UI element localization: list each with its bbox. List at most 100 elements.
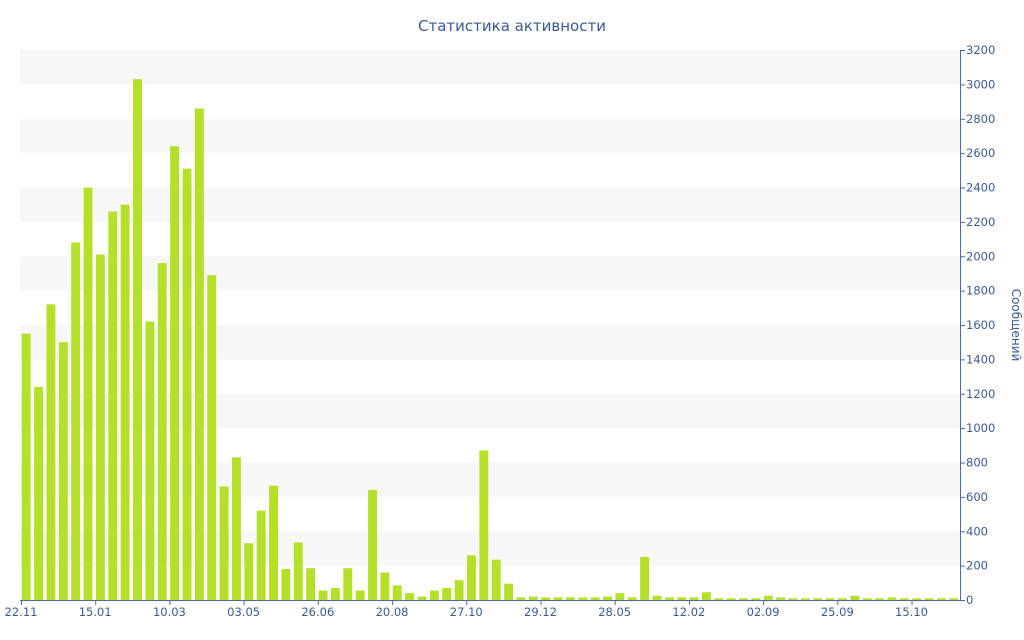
bar: [504, 583, 514, 600]
bar: [603, 596, 612, 600]
bar: [689, 597, 699, 600]
bar: [664, 597, 674, 600]
bar: [887, 597, 897, 600]
bar: [763, 595, 773, 600]
grid-band: [20, 118, 960, 154]
x-tick-label: 20.08: [376, 605, 409, 619]
bar: [170, 146, 180, 600]
bar: [751, 598, 761, 600]
bar: [590, 597, 600, 600]
bar: [46, 304, 56, 601]
bar: [838, 598, 847, 600]
bar: [330, 587, 340, 600]
y-tick-label: 1000: [966, 421, 995, 435]
bar: [95, 254, 105, 600]
y-tick-label: 200: [966, 559, 988, 573]
grid-band: [20, 50, 960, 85]
x-tick-label: 10.03: [153, 605, 186, 619]
bar: [133, 79, 142, 601]
bars-group: [21, 79, 959, 601]
bar: [677, 597, 687, 600]
bar: [850, 595, 860, 600]
y-tick-label: 2800: [966, 112, 995, 126]
bar: [813, 598, 823, 600]
bar: [578, 597, 588, 600]
bar: [318, 590, 328, 600]
bar: [912, 598, 922, 600]
bar: [343, 568, 353, 600]
bar: [120, 204, 130, 600]
y-tick-label: 1200: [966, 387, 995, 401]
bar: [306, 568, 316, 600]
bar: [58, 342, 68, 600]
bar: [899, 598, 909, 600]
y-tick-label: 2400: [966, 181, 995, 195]
bar: [714, 598, 724, 600]
y-axis-title: Сообщений: [1009, 289, 1023, 362]
bar: [281, 569, 291, 600]
x-tick-label: 28.05: [598, 605, 631, 619]
y-ticks-group: 0 200 400 600 800 1000 1200 1400 1600 1800 2000 220…: [960, 43, 995, 607]
y-tick-label: 3200: [966, 43, 995, 57]
bar: [466, 555, 476, 600]
bar: [157, 263, 167, 601]
x-tick-label: 29.12: [524, 605, 557, 619]
bar: [293, 542, 303, 600]
bar: [516, 597, 526, 600]
bar: [541, 597, 551, 600]
y-tick-label: 800: [966, 456, 988, 470]
x-tick-label: 12.02: [672, 605, 705, 619]
bar: [108, 211, 118, 600]
bar: [219, 486, 229, 600]
bar: [392, 585, 402, 600]
y-tick-label: 3000: [966, 77, 995, 91]
bar: [739, 598, 749, 600]
bar: [553, 597, 563, 600]
y-tick-label: 1400: [966, 352, 995, 366]
x-tick-label: 25.09: [821, 605, 854, 619]
x-tick-label: 26.06: [301, 605, 334, 619]
bar: [615, 593, 625, 601]
y-tick-label: 400: [966, 524, 988, 538]
x-tick-label: 15.01: [79, 605, 112, 619]
bar: [949, 598, 959, 600]
bar: [788, 598, 798, 600]
y-tick-label: 2000: [966, 249, 995, 263]
y-tick-label: 1600: [966, 318, 995, 332]
bar: [194, 108, 204, 600]
bar: [34, 386, 44, 601]
bar: [71, 242, 81, 600]
bar: [256, 510, 266, 601]
bar: [21, 333, 31, 600]
x-tick-label: 15.10: [895, 605, 928, 619]
bar: [244, 543, 254, 600]
x-tick-label: 03.05: [227, 605, 260, 619]
bar: [182, 168, 192, 600]
bar: [454, 580, 464, 600]
bar: [825, 598, 835, 600]
y-tick-label: 2200: [966, 215, 995, 229]
bar: [491, 559, 501, 600]
x-ticks-group: 22.11 15.01 10.03 03.05 26.06 20.08 27.10 29.12…: [5, 600, 928, 619]
x-tick-label: 02.09: [747, 605, 780, 619]
bar: [701, 592, 711, 600]
y-tick-label: 2600: [966, 146, 995, 160]
x-tick-label: 27.10: [450, 605, 483, 619]
bar: [269, 485, 279, 600]
x-tick-label: 22.11: [5, 605, 38, 619]
bar: [640, 557, 650, 600]
bar: [429, 590, 439, 600]
y-tick-label: 600: [966, 490, 988, 504]
bar: [405, 593, 415, 601]
bar: [479, 450, 489, 600]
bar: [800, 598, 810, 600]
bar: [355, 590, 365, 600]
grid-band: [20, 187, 960, 222]
bar: [528, 596, 538, 600]
bar: [565, 597, 575, 600]
bar: [652, 595, 662, 600]
bar: [417, 596, 427, 600]
bar: [875, 598, 885, 600]
bar: [207, 275, 217, 600]
